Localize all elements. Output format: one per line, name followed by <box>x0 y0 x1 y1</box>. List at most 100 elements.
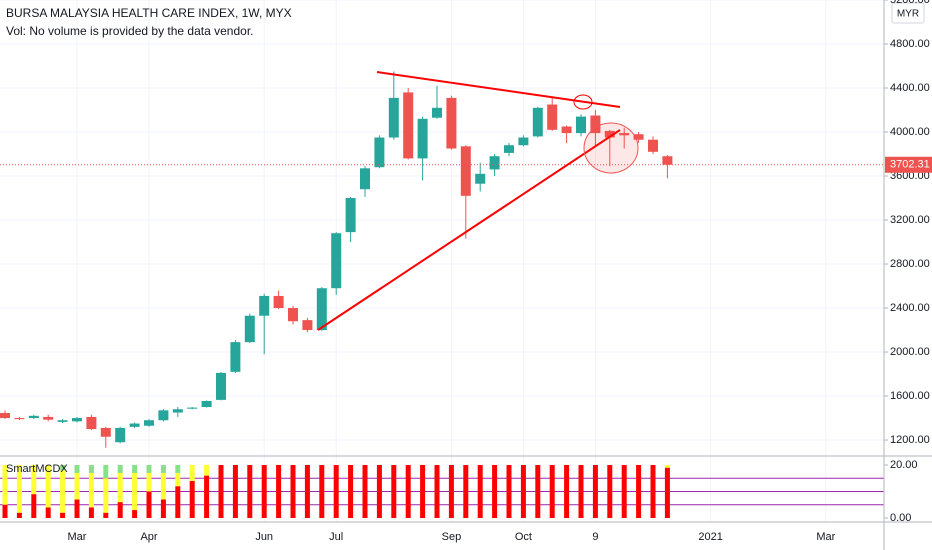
candle-body <box>0 412 10 419</box>
chart-title: BURSA MALAYSIA HEALTH CARE INDEX, 1W, MY… <box>6 6 292 20</box>
candle-body <box>187 407 198 409</box>
y-tick-label: 20.00 <box>890 459 918 471</box>
y-tick-label: 4800.00 <box>890 38 930 50</box>
candle-body <box>129 423 140 427</box>
indicator-bar <box>304 465 310 518</box>
candle-body <box>244 315 255 343</box>
indicator-bar <box>650 465 656 518</box>
indicator-bar <box>463 465 469 518</box>
currency-box[interactable] <box>891 2 925 24</box>
indicator-bar <box>117 502 123 518</box>
indicator-bar <box>333 465 339 518</box>
x-tick-label: Apr <box>140 531 157 543</box>
highlight-circle <box>583 122 639 174</box>
indicator-bar <box>204 465 210 476</box>
indicator-bar <box>492 465 498 518</box>
indicator-bar <box>290 465 296 518</box>
indicator-bar <box>535 465 541 518</box>
indicator-bar <box>607 465 613 518</box>
x-tick-label: Jul <box>329 531 343 543</box>
indicator-bar <box>232 465 238 518</box>
candle-body <box>288 308 298 322</box>
indicator-bar <box>175 465 181 473</box>
candle-body <box>158 410 169 421</box>
candle-body <box>86 416 97 430</box>
indicator-bar <box>103 465 109 479</box>
candle-body <box>518 137 529 146</box>
trend-line <box>376 71 621 108</box>
grid <box>0 0 884 522</box>
x-tick-label: Mar <box>68 531 87 543</box>
indicator-bar <box>348 465 354 518</box>
y-tick-label: 0.00 <box>890 512 911 524</box>
marks <box>0 71 884 518</box>
indicator-bar <box>45 465 51 508</box>
candle-body <box>216 372 226 400</box>
indicator-bar <box>218 465 224 518</box>
indicator-bar <box>160 499 166 518</box>
x-tick-label: Sep <box>442 531 462 543</box>
indicator-bar <box>319 465 325 518</box>
candle-body <box>547 104 558 130</box>
indicator-bar <box>74 472 80 500</box>
y-tick-label: 4000.00 <box>890 126 930 138</box>
indicator-bar <box>117 465 123 473</box>
highlight-circle <box>573 94 593 110</box>
candle-body <box>360 168 370 190</box>
y-tick-label: 1600.00 <box>890 390 930 402</box>
indicator-bar <box>160 465 166 473</box>
candle-body <box>331 233 342 289</box>
indicator-bar <box>132 472 138 511</box>
candle-body <box>489 156 500 170</box>
indicator-bar <box>146 491 152 518</box>
candle-body <box>561 126 572 134</box>
indicator-bar <box>60 470 66 513</box>
candle-body <box>172 409 183 413</box>
indicator-bar <box>60 465 66 471</box>
indicator-bar <box>578 465 584 518</box>
indicator-bar <box>2 504 8 518</box>
indicator-bar <box>60 512 66 518</box>
candle-body <box>662 156 673 165</box>
indicator-bar <box>160 472 166 500</box>
indicator-bar <box>261 465 267 518</box>
indicator-title: SmartMCDX <box>6 463 68 475</box>
indicator-bar <box>175 472 181 487</box>
candle-body <box>115 427 126 443</box>
candle-body <box>432 107 442 118</box>
x-tick-label: Oct <box>515 531 532 543</box>
indicator-bar <box>276 465 282 518</box>
indicator-bar <box>506 465 512 518</box>
indicator-bar <box>549 465 555 518</box>
y-tick-label: 3600.00 <box>890 170 930 182</box>
indicator-bar <box>132 465 138 473</box>
indicator-bar <box>88 507 94 518</box>
indicator-bar <box>103 512 109 518</box>
y-tick-label: 2400.00 <box>890 302 930 314</box>
volume-note: Vol: No volume is provided by the data v… <box>6 24 253 38</box>
candle-body <box>417 118 428 159</box>
indicator-bar <box>45 507 51 518</box>
indicator-bar <box>391 465 397 518</box>
y-tick-label: 4400.00 <box>890 82 930 94</box>
candle-body <box>403 92 414 159</box>
candle-body <box>475 173 486 184</box>
indicator-bar <box>146 472 152 492</box>
currency[interactable]: MYR <box>897 9 919 20</box>
candle-body <box>273 295 284 309</box>
candle-body <box>57 420 68 422</box>
candle-body <box>590 115 601 134</box>
indicator-bar <box>636 465 642 518</box>
candle-body <box>446 97 457 149</box>
indicator-bar <box>664 465 670 468</box>
indicator-bar <box>175 486 181 518</box>
indicator-bar <box>31 465 37 495</box>
indicator-bar <box>117 472 123 503</box>
candle-body <box>144 420 154 426</box>
candle-body <box>460 146 471 196</box>
indicator-bar <box>146 465 152 473</box>
candle-body <box>619 133 630 136</box>
indicator-bar <box>664 467 670 518</box>
indicator-bar <box>16 465 22 513</box>
